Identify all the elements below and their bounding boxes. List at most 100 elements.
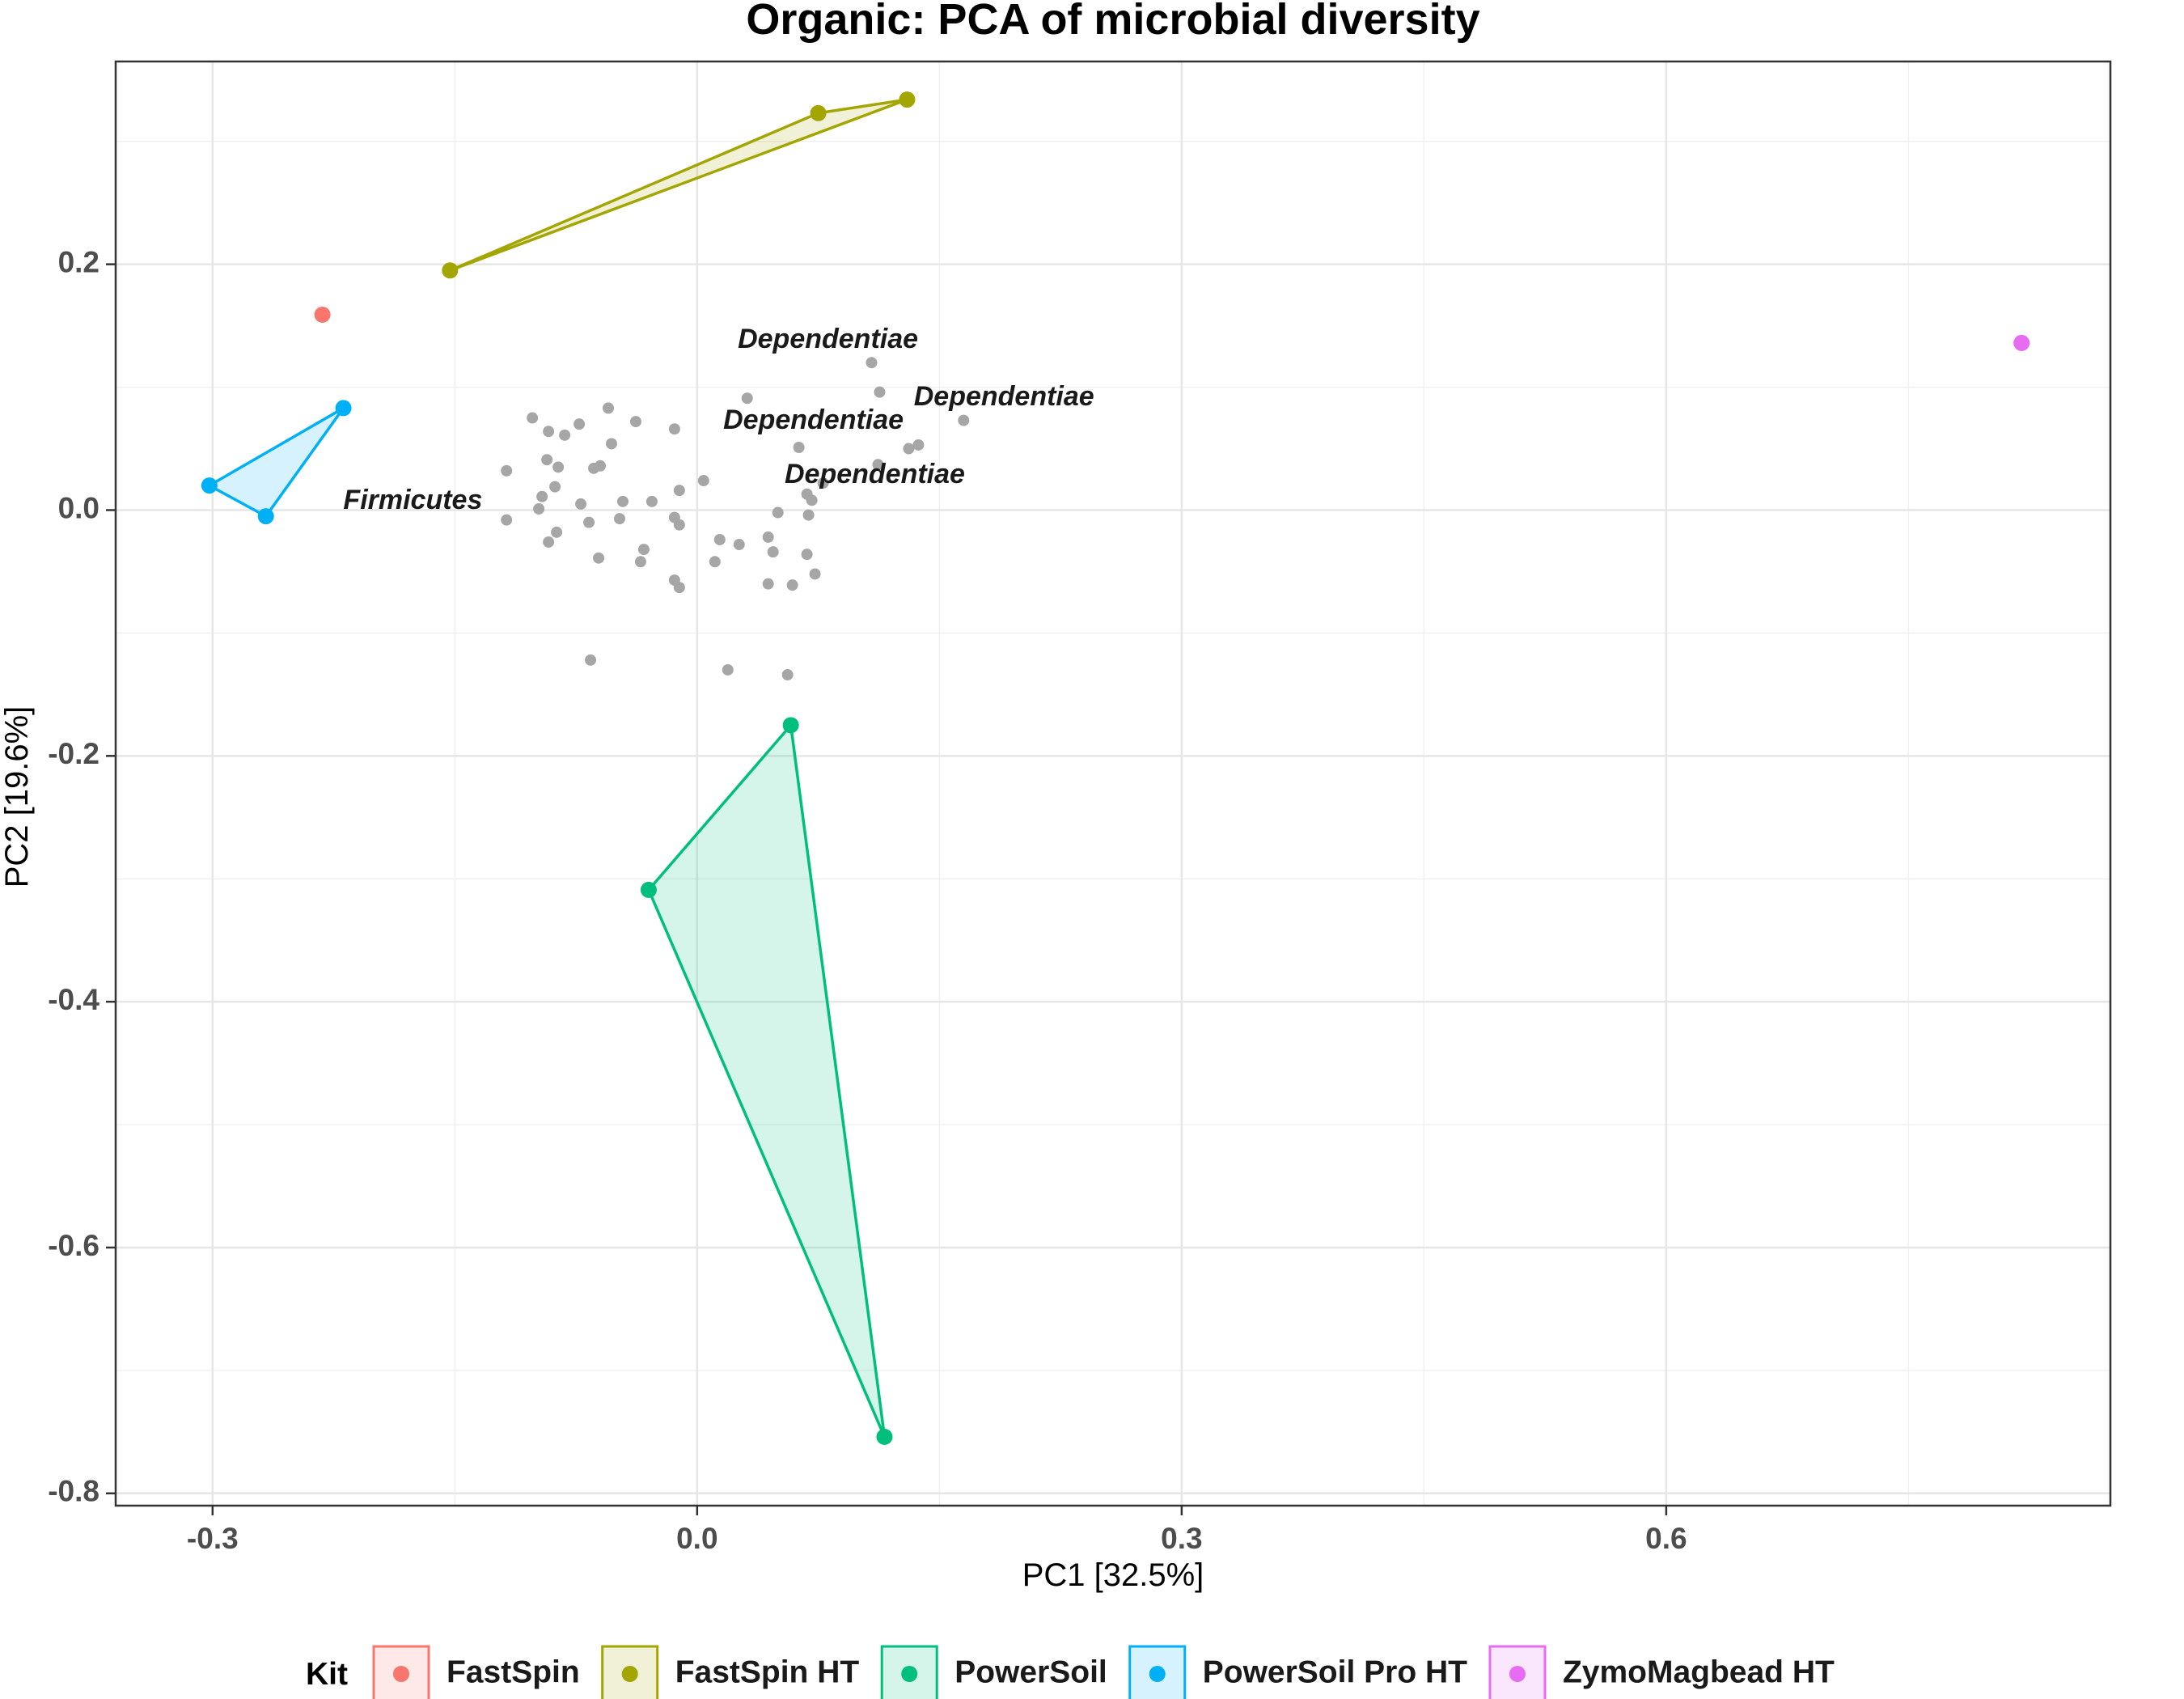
loading-point (501, 464, 513, 477)
loading-point (536, 490, 548, 502)
loading-point (551, 526, 563, 538)
loading-point (733, 539, 745, 551)
loading-point (552, 461, 565, 473)
loading-point (958, 414, 970, 426)
loading-point (634, 556, 646, 568)
x-tick-label: 0.6 (1645, 1522, 1687, 1555)
loading-point (541, 454, 553, 466)
legend-marker-fastspin (393, 1666, 409, 1682)
loading-points (501, 357, 970, 681)
legend-label-zymomagbead-ht: ZymoMagbead HT (1563, 1655, 1835, 1689)
loading-point (817, 477, 829, 489)
loading-point (786, 579, 798, 591)
loading-point (874, 386, 886, 398)
loading-point (912, 439, 925, 451)
legend-label-powersoil: PowerSoil (954, 1655, 1107, 1689)
sample-points (201, 91, 2030, 1445)
sample-point-powersoil (876, 1428, 893, 1445)
loading-point (806, 494, 818, 506)
hull-powersoil-pro-ht (208, 406, 345, 518)
panel-background (116, 61, 2110, 1506)
y-tick-label: -0.2 (48, 737, 99, 770)
y-tick-label: 0.0 (58, 491, 99, 524)
loading-point (801, 549, 813, 561)
legend-label-fastspin-ht: FastSpin HT (675, 1655, 860, 1689)
loading-point (549, 481, 561, 493)
loading-point (781, 669, 794, 681)
y-tick-label: 0.2 (58, 245, 99, 278)
loading-point (501, 514, 513, 526)
loading-point (593, 552, 605, 564)
x-tick-label: 0.3 (1161, 1522, 1202, 1555)
minor-gridlines (116, 61, 2110, 1506)
loading-point (588, 462, 600, 474)
sample-point-powersoil-pro-ht (201, 477, 218, 494)
sample-point-powersoil-pro-ht (335, 400, 352, 417)
sample-point-zymomagbead-ht (2013, 334, 2030, 351)
loading-point (866, 357, 878, 369)
major-gridlines (116, 61, 2110, 1506)
x-axis-title: PC1 [32.5%] (1022, 1557, 1204, 1593)
y-axis-title: PC2 [19.6%] (0, 706, 35, 888)
hull-powersoil (647, 723, 887, 1438)
loading-point (673, 582, 685, 594)
loading-point (543, 536, 555, 548)
loading-point (673, 485, 685, 497)
legend-label-powersoil-pro-ht: PowerSoil Pro HT (1203, 1655, 1467, 1689)
sample-point-powersoil (782, 717, 799, 734)
loading-point (802, 509, 815, 521)
loading-point (629, 416, 641, 428)
y-tick-label: -0.8 (48, 1475, 99, 1508)
loading-label: Dependentiae (723, 405, 904, 435)
hull-fastspin-ht (448, 98, 909, 273)
panel-border (114, 60, 2112, 1507)
group-hulls (208, 98, 909, 1438)
loading-label: Firmicutes (343, 485, 482, 515)
loading-point (585, 654, 597, 666)
loading-point (645, 495, 658, 507)
loading-labels: Dependentiae Dependentiae Dependentiae Depe… (343, 324, 1094, 515)
loading-point (637, 544, 650, 556)
y-tick-label: -0.6 (48, 1229, 99, 1262)
loading-point (741, 392, 753, 405)
chart-title: Organic: PCA of microbial diversity (746, 0, 1479, 44)
x-tick-label: 0.0 (676, 1522, 717, 1555)
y-tick-label: -0.4 (48, 983, 99, 1016)
loading-point (583, 516, 595, 528)
loading-point (668, 423, 680, 435)
legend-marker-powersoil-pro-ht (1149, 1666, 1166, 1682)
sample-point-powersoil-pro-ht (257, 508, 274, 525)
legend-marker-fastspin-ht (621, 1666, 638, 1682)
legend: Kit FastSpin FastSpin HT PowerSoil PowerSoi… (306, 1645, 1835, 1699)
loading-point (559, 429, 571, 441)
x-tick-label: -0.3 (187, 1522, 239, 1555)
sample-point-fastspin-ht (899, 91, 916, 108)
sample-point-powersoil (640, 881, 657, 898)
plot-panel: Dependentiae Dependentiae Dependentiae Depe… (114, 60, 2112, 1507)
loading-label: Dependentiae (785, 459, 965, 489)
sample-point-fastspin-ht (442, 262, 459, 279)
loading-point (616, 495, 629, 507)
legend-label-fastspin: FastSpin (447, 1655, 580, 1689)
loading-point (697, 475, 709, 487)
x-axis: -0.3 0.0 0.3 0.6 (187, 1506, 1687, 1555)
loading-point (762, 531, 774, 543)
loading-point (713, 533, 726, 545)
legend-marker-zymomagbead-ht (1509, 1666, 1526, 1682)
loading-point (673, 519, 685, 531)
loading-point (606, 438, 618, 450)
legend-marker-powersoil (901, 1666, 918, 1682)
loading-point (603, 402, 615, 414)
loading-point (793, 442, 805, 454)
loading-point (527, 412, 539, 424)
loading-label: Dependentiae (914, 381, 1094, 412)
y-axis: -0.8 -0.6 -0.4 -0.2 0.0 0.2 (48, 245, 116, 1508)
loading-point (533, 502, 545, 515)
loading-point (543, 426, 555, 438)
sample-point-fastspin (314, 306, 331, 323)
loading-point (772, 506, 784, 519)
loading-point (613, 513, 625, 525)
loading-point (767, 546, 779, 558)
legend-title: Kit (306, 1657, 348, 1692)
